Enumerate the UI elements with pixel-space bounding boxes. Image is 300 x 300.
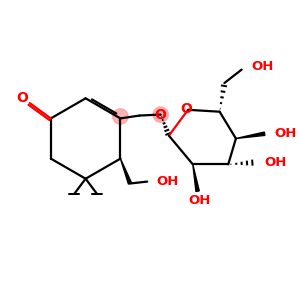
Text: OH: OH — [274, 127, 297, 140]
Text: OH: OH — [251, 60, 274, 73]
Text: OH: OH — [157, 175, 179, 188]
Polygon shape — [120, 159, 132, 184]
Text: O: O — [16, 91, 28, 105]
Text: O: O — [180, 102, 192, 116]
Polygon shape — [236, 132, 265, 139]
Polygon shape — [193, 164, 199, 191]
Circle shape — [153, 107, 168, 122]
Circle shape — [113, 109, 128, 124]
Text: OH: OH — [188, 194, 211, 207]
Text: OH: OH — [265, 156, 287, 169]
Text: O: O — [155, 108, 167, 122]
